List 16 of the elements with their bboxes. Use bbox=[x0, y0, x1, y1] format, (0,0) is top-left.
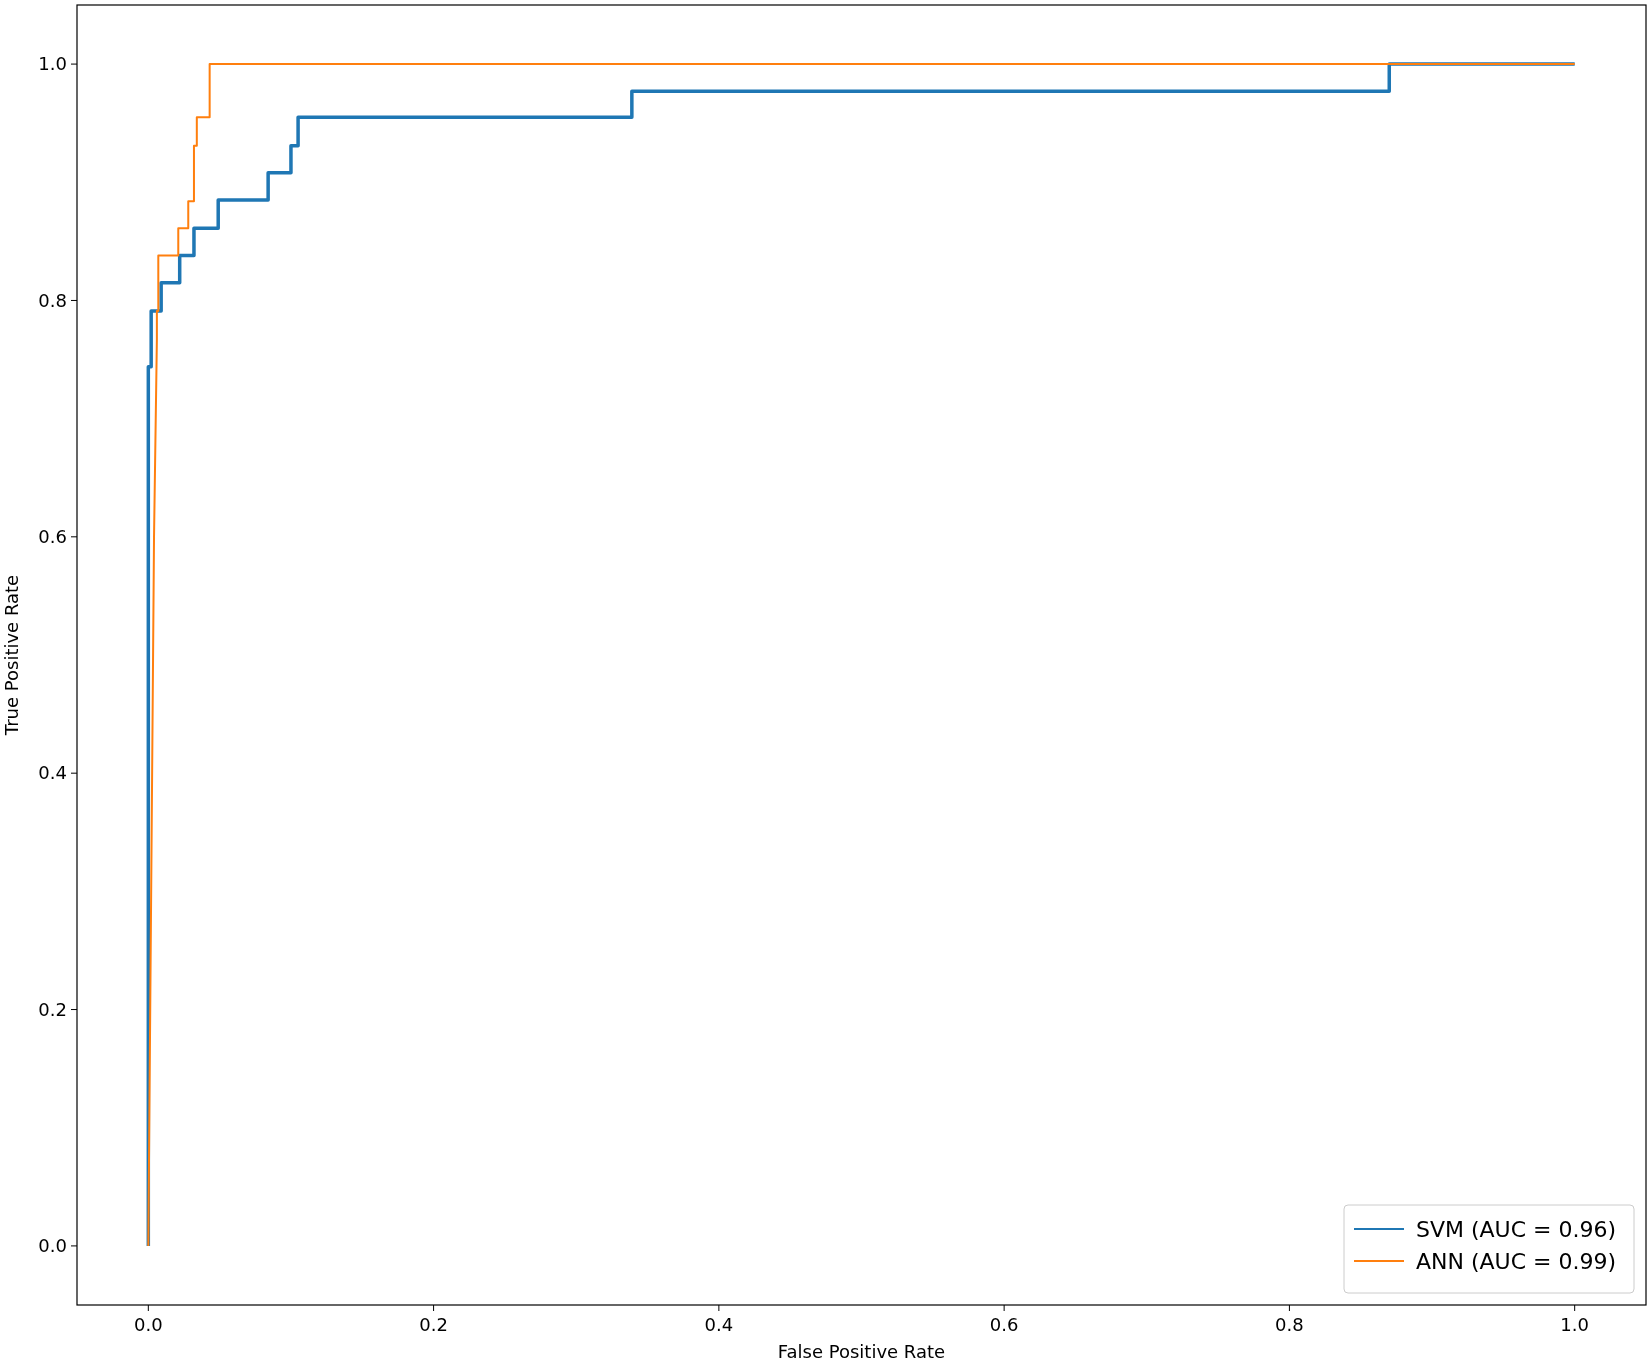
x-tick-label: 1.0 bbox=[1560, 1314, 1589, 1335]
legend-label: SVM (AUC = 0.96) bbox=[1416, 1216, 1617, 1242]
y-tick-label: 1.0 bbox=[38, 53, 67, 75]
x-tick-label: 0.4 bbox=[704, 1314, 734, 1335]
x-tick-label: 0.0 bbox=[134, 1314, 163, 1335]
y-axis-title: True Positive Rate bbox=[1, 574, 22, 737]
x-tick-label: 0.2 bbox=[419, 1314, 448, 1335]
legend-label: ANN (AUC = 0.99) bbox=[1416, 1248, 1617, 1274]
y-tick-label: 0.8 bbox=[38, 289, 67, 311]
x-tick-label: 0.8 bbox=[1275, 1314, 1304, 1335]
y-tick-label: 0.4 bbox=[38, 762, 67, 784]
y-tick-label: 0.2 bbox=[38, 998, 67, 1020]
x-axis-title: False Positive Rate bbox=[777, 1341, 946, 1362]
y-tick-label: 0.6 bbox=[38, 526, 67, 548]
y-tick-label: 0.0 bbox=[38, 1235, 67, 1257]
x-tick-label: 0.6 bbox=[989, 1314, 1019, 1335]
